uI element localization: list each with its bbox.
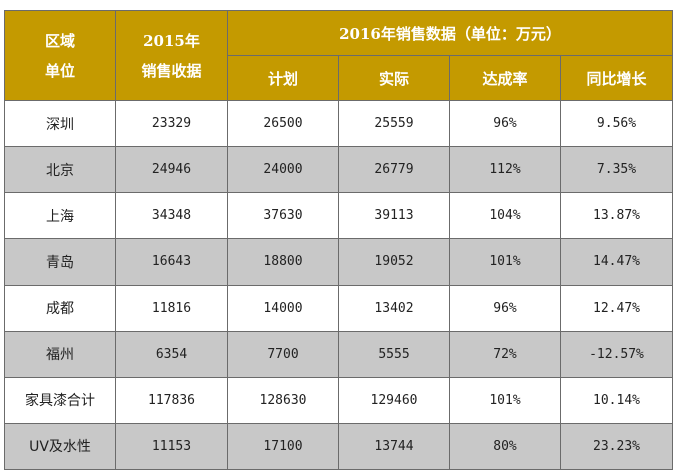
cell-growth: 23.23% (560, 422, 673, 471)
header-region-line1: 区域 (44, 31, 75, 50)
cell-growth: 10.14% (560, 376, 673, 424)
cell-rate: 104% (449, 192, 561, 240)
cell-rate: 112% (449, 146, 561, 194)
table-row: 成都 11816 14000 13402 96% 12.47% (4, 284, 673, 332)
header-2015: 2015年 销售收据 (115, 10, 228, 101)
cell-region: 北京 (4, 146, 116, 194)
cell-region: UV及水性 (4, 422, 116, 471)
cell-actual: 13402 (338, 284, 450, 332)
header-yoy-growth: 同比增长 (560, 55, 673, 101)
table-row: 家具漆合计 117836 128630 129460 101% 10.14% (4, 376, 673, 424)
cell-2015: 6354 (115, 330, 228, 378)
cell-rate: 80% (449, 422, 561, 471)
cell-rate: 101% (449, 238, 561, 286)
cell-growth: 13.87% (560, 192, 673, 240)
cell-plan: 26500 (227, 99, 339, 148)
cell-2015: 11816 (115, 284, 228, 332)
cell-plan: 17100 (227, 422, 339, 471)
cell-actual: 5555 (338, 330, 450, 378)
cell-region: 青岛 (4, 238, 116, 286)
cell-region: 上海 (4, 192, 116, 240)
cell-growth: 14.47% (560, 238, 673, 286)
cell-plan: 7700 (227, 330, 339, 378)
cell-actual: 19052 (338, 238, 450, 286)
table-row: 青岛 16643 18800 19052 101% 14.47% (4, 238, 673, 286)
table-row: 上海 34348 37630 39113 104% 13.87% (4, 192, 673, 240)
cell-rate: 101% (449, 376, 561, 424)
cell-growth: 7.35% (560, 146, 673, 194)
cell-2015: 117836 (115, 376, 228, 424)
cell-2015: 16643 (115, 238, 228, 286)
cell-2015: 34348 (115, 192, 228, 240)
cell-plan: 14000 (227, 284, 339, 332)
cell-rate: 96% (449, 284, 561, 332)
cell-growth: 12.47% (560, 284, 673, 332)
cell-2015: 23329 (115, 99, 228, 148)
header-actual: 实际 (338, 55, 450, 101)
cell-actual: 39113 (338, 192, 450, 240)
header-row-2: 计划 实际 达成率 同比增长 (5, 55, 673, 101)
header-region-line2: 单位 (44, 61, 75, 80)
cell-region: 成都 (4, 284, 116, 332)
header-achievement-rate: 达成率 (449, 55, 561, 101)
header-region: 区域 单位 (4, 10, 116, 101)
cell-region: 福州 (4, 330, 116, 378)
cell-plan: 24000 (227, 146, 339, 194)
cell-2015: 11153 (115, 422, 228, 471)
cell-actual: 26779 (338, 146, 450, 194)
header-row-1: 区域 单位 2015年 销售收据 2016年销售数据（单位：万元） (4, 10, 673, 101)
cell-region: 家具漆合计 (4, 376, 116, 424)
cell-plan: 37630 (227, 192, 339, 240)
cell-growth: -12.57% (560, 330, 673, 378)
table-row: 深圳 23329 26500 25559 96% 9.56% (4, 99, 673, 148)
cell-region: 深圳 (4, 99, 116, 148)
table-row: 北京 24946 24000 26779 112% 7.35% (4, 146, 673, 194)
cell-rate: 96% (449, 99, 561, 148)
header-2015-line2: 销售收据 (141, 61, 202, 80)
sales-table: 区域 单位 2015年 销售收据 2016年销售数据（单位：万元） 计划 实际 … (4, 10, 673, 471)
table-row: 福州 6354 7700 5555 72% -12.57% (4, 330, 673, 378)
cell-actual: 25559 (338, 99, 450, 148)
header-2016-group: 2016年销售数据（单位：万元） (227, 10, 673, 56)
cell-actual: 13744 (338, 422, 450, 471)
table-row: UV及水性 11153 17100 13744 80% 23.23% (4, 422, 673, 471)
cell-plan: 128630 (227, 376, 339, 424)
cell-plan: 18800 (227, 238, 339, 286)
header-plan: 计划 (227, 55, 339, 101)
cell-2015: 24946 (115, 146, 228, 194)
header-2015-line1: 2015年 (143, 31, 200, 50)
cell-growth: 9.56% (560, 99, 673, 148)
cell-rate: 72% (449, 330, 561, 378)
cell-actual: 129460 (338, 376, 450, 424)
